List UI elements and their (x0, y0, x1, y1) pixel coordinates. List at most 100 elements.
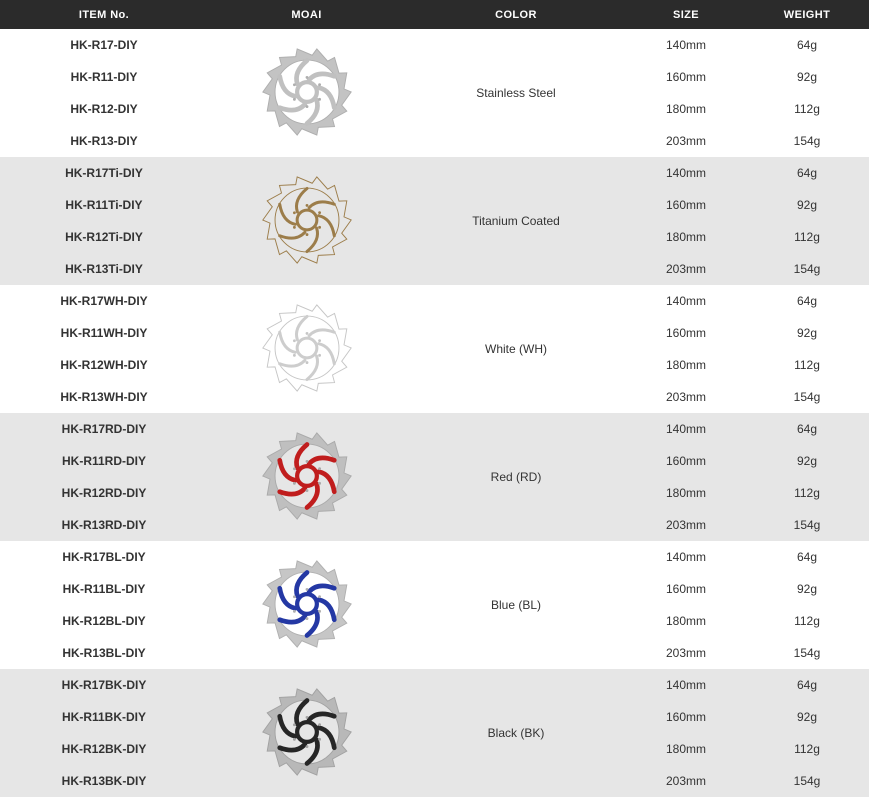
size-value: 160mm (665, 326, 706, 340)
item-no: HK-R11RD-DIY (0, 445, 208, 477)
item-no: HK-R17-DIY (70, 38, 138, 52)
rotor-blue-icon (260, 557, 354, 651)
weight-value: 92g (796, 70, 818, 84)
size-value: 140mm (627, 669, 745, 701)
weight-value: 154g (745, 253, 869, 285)
weight-value: 64g (796, 550, 818, 564)
table-row: HK-R11BL-DIY 160mm 92g (0, 573, 869, 605)
size-value: 203mm (627, 253, 745, 285)
rotor-cell (208, 29, 405, 157)
item-no: HK-R13-DIY (70, 134, 138, 148)
size-value: 160mm (665, 70, 706, 84)
table-row: HK-R13-DIY 203mm 154g (0, 125, 869, 157)
table-row: HK-R13RD-DIY 203mm 154g (0, 509, 869, 541)
size-value: 203mm (627, 765, 745, 797)
weight-value: 112g (794, 614, 820, 628)
item-no: HK-R13BK-DIY (0, 765, 208, 797)
column-header-item-no: ITEM No. (0, 0, 208, 29)
size-value: 180mm (627, 477, 745, 509)
table-row: HK-R17BL-DIY Blue (BL) 140mm 64g (0, 541, 869, 648)
rotor-red-icon (260, 429, 354, 523)
weight-value: 64g (745, 669, 869, 701)
table-row: HK-R12WH-DIY 180mm 112g (0, 349, 869, 381)
size-value: 160mm (665, 582, 706, 596)
weight-value: 112g (794, 102, 820, 116)
rotor-cell (208, 541, 405, 669)
rotor-cell (208, 157, 405, 285)
weight-value: 154g (745, 765, 869, 797)
table-row: HK-R12Ti-DIY 180mm 112g (0, 221, 869, 253)
item-no: HK-R11-DIY (70, 70, 138, 84)
size-value: 203mm (627, 509, 745, 541)
table-row: HK-R13WH-DIY 203mm 154g (0, 381, 869, 413)
item-no: HK-R13BL-DIY (62, 646, 146, 660)
size-value: 140mm (627, 157, 745, 189)
weight-value: 64g (745, 413, 869, 445)
rotor-black-icon (260, 685, 354, 779)
size-value: 180mm (627, 221, 745, 253)
size-value: 160mm (627, 701, 745, 733)
item-no: HK-R12RD-DIY (0, 477, 208, 509)
color-label: Titanium Coated (405, 157, 627, 285)
table-row: HK-R17RD-DIY Red (RD) 140mm 64g (0, 413, 869, 541)
table-row: HK-R17Ti-DIY Titanium Coated 140mm 64g (0, 157, 869, 285)
weight-value: 64g (796, 38, 818, 52)
rotor-stainless-icon (260, 45, 354, 139)
table-row: HK-R11-DIY 160mm 92g (0, 61, 869, 93)
item-no: HK-R12Ti-DIY (0, 221, 208, 253)
table-row: HK-R17BK-DIY Black (BK) 140mm 64g (0, 669, 869, 797)
weight-value: 154g (745, 509, 869, 541)
color-label: Red (RD) (405, 413, 627, 541)
item-no: HK-R11BK-DIY (0, 701, 208, 733)
size-value: 140mm (627, 413, 745, 445)
header-row: ITEM No. MOAI COLOR SIZE WEIGHT (0, 0, 869, 29)
table-row: HK-R12RD-DIY 180mm 112g (0, 477, 869, 509)
weight-value: 154g (793, 134, 821, 148)
table-row: HK-R11RD-DIY 160mm 92g (0, 445, 869, 477)
item-no: HK-R11WH-DIY (60, 326, 148, 340)
rotor-white-icon (260, 301, 354, 395)
weight-value: 154g (793, 646, 821, 660)
weight-value: 92g (796, 326, 818, 340)
weight-value: 154g (793, 390, 821, 404)
weight-value: 112g (745, 477, 869, 509)
table-row: HK-R13Ti-DIY 203mm 154g (0, 253, 869, 285)
size-value: 140mm (665, 38, 706, 52)
item-no: HK-R17BK-DIY (0, 669, 208, 701)
weight-value: 64g (796, 294, 818, 308)
item-no: HK-R13RD-DIY (0, 509, 208, 541)
color-label: Black (BK) (405, 669, 627, 797)
weight-value: 92g (745, 701, 869, 733)
rotor-titanium-icon (260, 173, 354, 267)
column-header-size: SIZE (627, 0, 745, 29)
weight-value: 112g (745, 733, 869, 765)
color-label: Blue (BL) (490, 598, 542, 612)
size-value: 180mm (627, 733, 745, 765)
item-no: HK-R13Ti-DIY (0, 253, 208, 285)
column-header-color: COLOR (405, 0, 627, 29)
size-value: 160mm (627, 445, 745, 477)
table-row: HK-R11Ti-DIY 160mm 92g (0, 189, 869, 221)
rotor-cell (208, 669, 405, 797)
column-header-weight: WEIGHT (745, 0, 869, 29)
table-row: HK-R13BL-DIY 203mm 154g (0, 637, 869, 669)
color-label: Stainless Steel (476, 86, 556, 100)
table-row: HK-R11WH-DIY 160mm 92g (0, 317, 869, 349)
table-row: HK-R12BK-DIY 180mm 112g (0, 733, 869, 765)
item-no: HK-R17Ti-DIY (0, 157, 208, 189)
weight-value: 112g (794, 358, 820, 372)
item-no: HK-R11Ti-DIY (0, 189, 208, 221)
table-row: HK-R17-DIY Stainless Steel 140mm 64g (0, 29, 869, 136)
item-no: HK-R12-DIY (70, 102, 138, 116)
item-no: HK-R12BL-DIY (62, 614, 146, 628)
color-label: White (WH) (485, 342, 547, 356)
item-no: HK-R13WH-DIY (60, 390, 148, 404)
size-value: 160mm (627, 189, 745, 221)
weight-value: 112g (745, 221, 869, 253)
item-no: HK-R17WH-DIY (60, 294, 148, 308)
weight-value: 92g (745, 445, 869, 477)
table-row: HK-R17WH-DIY White (WH) 140mm 64g (0, 285, 869, 392)
rotor-cell (208, 285, 405, 413)
table-row: HK-R13BK-DIY 203mm 154g (0, 765, 869, 797)
